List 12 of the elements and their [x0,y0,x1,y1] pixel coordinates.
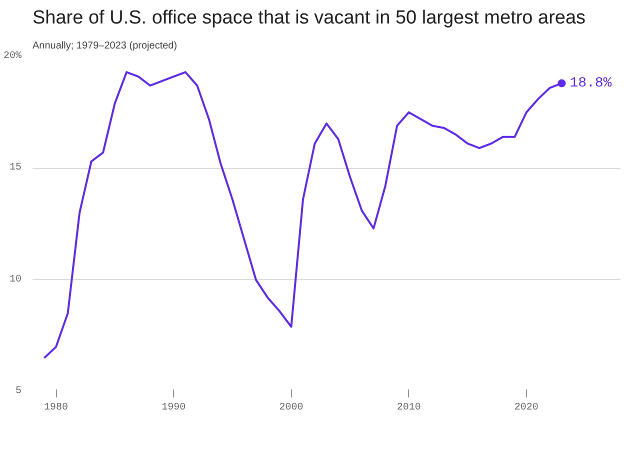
y-tick-label: 5 [16,386,22,397]
y-tick-label: 10 [10,274,22,286]
chart-subtitle: Annually; 1979–2023 (projected) [32,40,178,52]
x-tick-label: 1990 [162,402,186,414]
x-tick-label: 2010 [396,402,421,414]
y-tick-label: 20% [3,51,22,62]
data-label: 18.8% [570,75,612,92]
x-tick-label: 1980 [44,402,68,414]
x-tick-label: 2000 [279,402,304,414]
x-tick-label: 2020 [514,402,538,414]
y-tick-label: 15 [10,162,22,174]
chart-title: Share of U.S. office space that is vacant in 50 largest metro areas [32,8,586,28]
